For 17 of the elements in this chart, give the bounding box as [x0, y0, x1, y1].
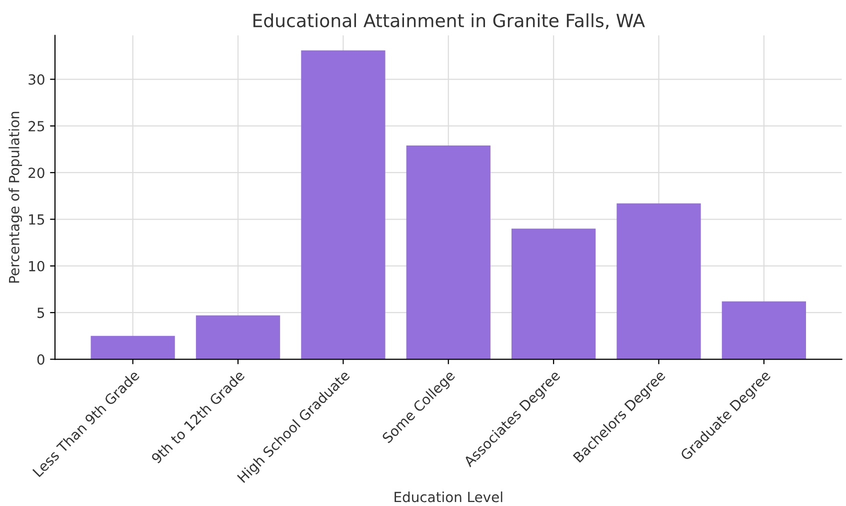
bar: [301, 50, 386, 360]
y-tick-label: 0: [37, 354, 44, 365]
chart-title: Educational Attainment in Granite Falls, WA: [253, 13, 645, 30]
bar: [511, 228, 596, 360]
x-axis-title: Education Level: [394, 492, 502, 502]
y-tick-label: 25: [28, 120, 44, 132]
y-tick-label: 20: [28, 168, 44, 178]
y-tick-label: 30: [28, 74, 44, 85]
bar: [722, 301, 806, 360]
y-axis-title: Percentage of Population: [8, 112, 22, 283]
y-tick-label: 5: [38, 308, 44, 318]
bar: [406, 146, 490, 360]
y-tick-label: 15: [29, 214, 44, 225]
bar: [196, 315, 280, 360]
y-tick-label: 10: [29, 260, 44, 272]
bar: [90, 336, 175, 360]
bar: [616, 203, 701, 360]
